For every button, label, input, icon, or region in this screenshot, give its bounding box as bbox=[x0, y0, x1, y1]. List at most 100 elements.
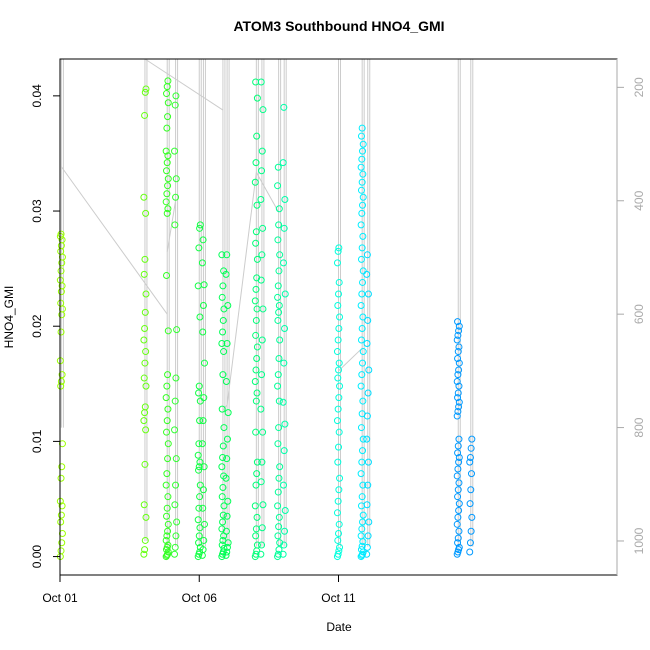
data-point bbox=[335, 394, 343, 402]
pressure-transit-line bbox=[226, 172, 257, 405]
pressure-transit-line bbox=[338, 347, 363, 372]
data-point bbox=[276, 251, 284, 259]
data-point bbox=[173, 326, 181, 334]
data-point bbox=[454, 354, 462, 362]
data-point bbox=[359, 267, 367, 275]
data-point bbox=[252, 481, 260, 489]
data-point bbox=[200, 536, 208, 544]
data-point bbox=[164, 327, 172, 335]
data-point bbox=[199, 301, 207, 309]
data-point bbox=[218, 493, 226, 501]
data-point bbox=[258, 147, 266, 155]
data-point bbox=[223, 455, 231, 463]
data-point bbox=[252, 331, 260, 339]
data-point bbox=[334, 497, 342, 505]
data-point bbox=[357, 132, 365, 140]
data-point bbox=[257, 196, 265, 204]
data-point bbox=[222, 527, 230, 535]
data-point bbox=[171, 501, 179, 509]
data-point bbox=[357, 186, 365, 194]
data-point bbox=[198, 440, 206, 448]
data-point bbox=[357, 336, 365, 344]
data-point bbox=[198, 259, 206, 267]
x-tick-label: Oct 01 bbox=[42, 591, 78, 605]
data-point bbox=[333, 417, 341, 425]
data-point bbox=[334, 536, 342, 544]
data-point bbox=[163, 532, 171, 540]
data-point bbox=[279, 550, 287, 558]
data-point bbox=[358, 458, 366, 466]
y-axis: 0.00 0.01 0.02 0.03 0.04 bbox=[30, 84, 60, 568]
data-point bbox=[162, 147, 170, 155]
data-point bbox=[172, 175, 180, 183]
data-point bbox=[195, 244, 203, 252]
data-point bbox=[281, 196, 289, 204]
data-point bbox=[58, 502, 66, 510]
data-point bbox=[276, 539, 284, 547]
data-point bbox=[335, 530, 342, 538]
data-point bbox=[219, 328, 227, 336]
data-point bbox=[164, 405, 172, 413]
data-point bbox=[455, 527, 463, 535]
data-point bbox=[163, 428, 171, 436]
y-axis-label: HNO4_GMI bbox=[2, 286, 16, 349]
data-point bbox=[359, 359, 367, 367]
data-point bbox=[335, 359, 343, 367]
data-point bbox=[274, 182, 282, 190]
data-point bbox=[253, 255, 261, 263]
data-point bbox=[363, 270, 371, 278]
data-point bbox=[455, 454, 463, 462]
data-point bbox=[275, 221, 283, 229]
data-point bbox=[359, 447, 367, 455]
data-point bbox=[253, 343, 261, 351]
data-point bbox=[455, 435, 463, 443]
data-point bbox=[196, 224, 204, 232]
data-point bbox=[363, 251, 371, 259]
data-point bbox=[251, 502, 259, 510]
data-point bbox=[274, 316, 282, 324]
data-point bbox=[453, 336, 461, 344]
data-point bbox=[58, 539, 66, 547]
data-point bbox=[358, 209, 366, 217]
data-point bbox=[334, 550, 342, 558]
data-point bbox=[163, 124, 171, 132]
data-point bbox=[222, 270, 230, 278]
data-point bbox=[224, 539, 232, 547]
data-point bbox=[358, 244, 366, 252]
data-point bbox=[280, 447, 288, 455]
data-point bbox=[163, 159, 171, 167]
data-point bbox=[223, 548, 231, 556]
data-point bbox=[164, 182, 172, 190]
data-point bbox=[275, 424, 283, 432]
data-point bbox=[466, 454, 474, 462]
data-point bbox=[466, 458, 474, 466]
data-point bbox=[140, 336, 148, 344]
data-point bbox=[164, 541, 172, 549]
secondary-y-tick-label: 800 bbox=[632, 417, 646, 437]
data-point bbox=[219, 371, 227, 379]
data-point bbox=[455, 479, 463, 487]
data-point bbox=[259, 501, 267, 509]
data-point bbox=[142, 382, 150, 390]
data-point bbox=[199, 417, 207, 425]
data-point bbox=[280, 541, 288, 549]
data-point bbox=[57, 474, 65, 482]
data-point bbox=[357, 532, 365, 540]
secondary-y-axis: 200 400 600 800 1000 bbox=[616, 59, 646, 575]
data-point bbox=[259, 428, 267, 436]
data-point bbox=[196, 417, 204, 425]
data-point bbox=[363, 412, 371, 420]
data-point bbox=[223, 512, 231, 520]
data-point bbox=[164, 527, 172, 535]
data-point bbox=[363, 339, 371, 347]
data-point bbox=[467, 486, 475, 494]
x-tick-label: Oct 11 bbox=[321, 591, 356, 605]
data-point bbox=[199, 486, 207, 494]
data-point bbox=[359, 313, 367, 321]
data-point bbox=[358, 525, 366, 533]
data-point bbox=[274, 532, 282, 540]
data-point bbox=[275, 523, 283, 531]
data-point bbox=[253, 132, 261, 140]
data-point bbox=[279, 481, 287, 489]
data-point bbox=[454, 389, 462, 397]
